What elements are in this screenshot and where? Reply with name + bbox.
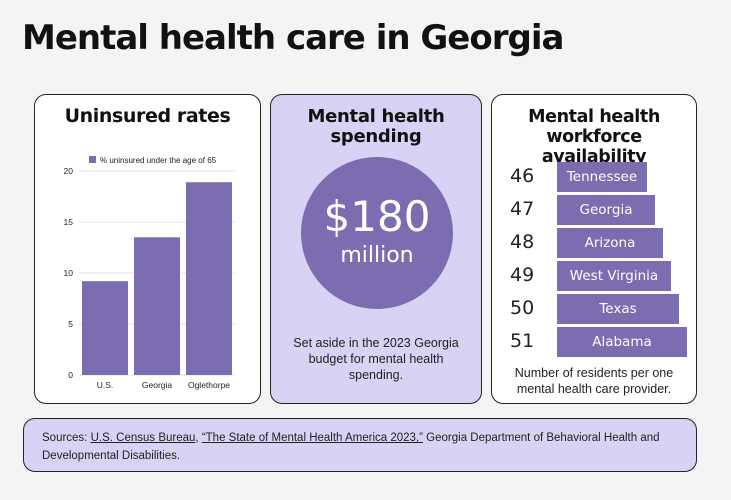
spending-title-line1: Mental health xyxy=(307,106,445,127)
spending-card: Mental health spending $180 million Set … xyxy=(270,94,482,404)
spending-circle: $180 million xyxy=(301,157,453,309)
y-tick-label: 5 xyxy=(68,319,73,329)
legend-swatch xyxy=(89,156,96,163)
workforce-title: Mental health workforce availability xyxy=(492,107,696,167)
sources-box: Sources: U.S. Census Bureau, “The State … xyxy=(23,418,697,472)
sources-prefix: Sources: xyxy=(42,432,91,444)
workforce-row: 48 Arizona xyxy=(492,228,698,258)
x-tick-label: Georgia xyxy=(142,380,173,390)
workforce-row: 46 Tennessee xyxy=(492,162,698,192)
workforce-row: 51 Alabama xyxy=(492,327,698,357)
y-tick-label: 0 xyxy=(68,370,73,380)
workforce-value: 48 xyxy=(510,231,535,253)
y-tick-label: 20 xyxy=(64,166,74,176)
workforce-card: Mental health workforce availability 46 T… xyxy=(491,94,697,404)
y-tick-label: 15 xyxy=(64,217,74,227)
workforce-title-line1: Mental health xyxy=(528,107,660,127)
spending-title-line2: spending xyxy=(330,126,422,147)
workforce-value: 50 xyxy=(510,297,535,319)
uninsured-bar-chart: 0 5 10 15 20 % uninsured under the age of 65 U… xyxy=(64,156,235,390)
workforce-note: Number of residents per one mental healt… xyxy=(514,366,674,396)
page-title: Mental health care in Georgia xyxy=(22,18,564,58)
sources-separator: , xyxy=(195,432,202,444)
workforce-bar: Texas xyxy=(557,294,679,324)
uninsured-rates-title: Uninsured rates xyxy=(64,105,231,127)
spending-description: Set aside in the 2023 Georgia budget for… xyxy=(293,336,459,382)
bar xyxy=(134,237,180,375)
workforce-value: 47 xyxy=(510,198,535,220)
workforce-row: 49 West Virginia xyxy=(492,261,698,291)
workforce-bar: West Virginia xyxy=(557,261,671,291)
spending-unit: million xyxy=(340,243,414,268)
sources-suffix: Georgia Department of Behavioral Health … xyxy=(42,432,660,462)
bar xyxy=(82,281,128,375)
legend-label: % uninsured under the age of 65 xyxy=(100,156,217,165)
uninsured-rates-card: Uninsured rates 0 5 10 15 20 % uninsured unde… xyxy=(34,94,261,404)
bar xyxy=(186,182,232,375)
workforce-value: 51 xyxy=(510,330,535,352)
workforce-row: 50 Texas xyxy=(492,294,698,324)
workforce-bar: Georgia xyxy=(557,195,655,225)
workforce-row: 47 Georgia xyxy=(492,195,698,225)
census-bureau-link[interactable]: U.S. Census Bureau xyxy=(90,432,196,444)
spending-amount: $180 xyxy=(323,192,431,241)
x-tick-label: Oglethorpe xyxy=(188,380,230,390)
workforce-bar: Tennessee xyxy=(557,162,647,192)
workforce-bar: Alabama xyxy=(557,327,687,357)
spending-title: Mental health spending xyxy=(271,107,481,147)
mha-report-link[interactable]: “The State of Mental Health America 2023… xyxy=(201,432,423,444)
y-tick-label: 10 xyxy=(64,268,74,278)
workforce-value: 49 xyxy=(510,264,535,286)
x-tick-label: U.S. xyxy=(97,380,114,390)
workforce-bar: Arizona xyxy=(557,228,663,258)
workforce-title-line2: workforce availability xyxy=(541,127,647,167)
workforce-value: 46 xyxy=(510,165,535,187)
